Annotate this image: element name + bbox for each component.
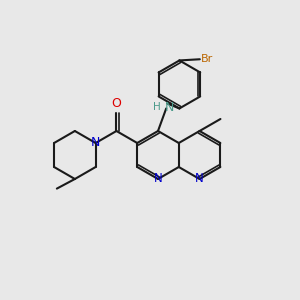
Text: H: H [154, 102, 161, 112]
Text: N: N [91, 136, 100, 149]
Text: Br: Br [201, 54, 213, 64]
Text: N: N [154, 172, 162, 185]
Text: N: N [165, 101, 175, 114]
Text: O: O [112, 97, 122, 110]
Text: N: N [195, 172, 204, 185]
